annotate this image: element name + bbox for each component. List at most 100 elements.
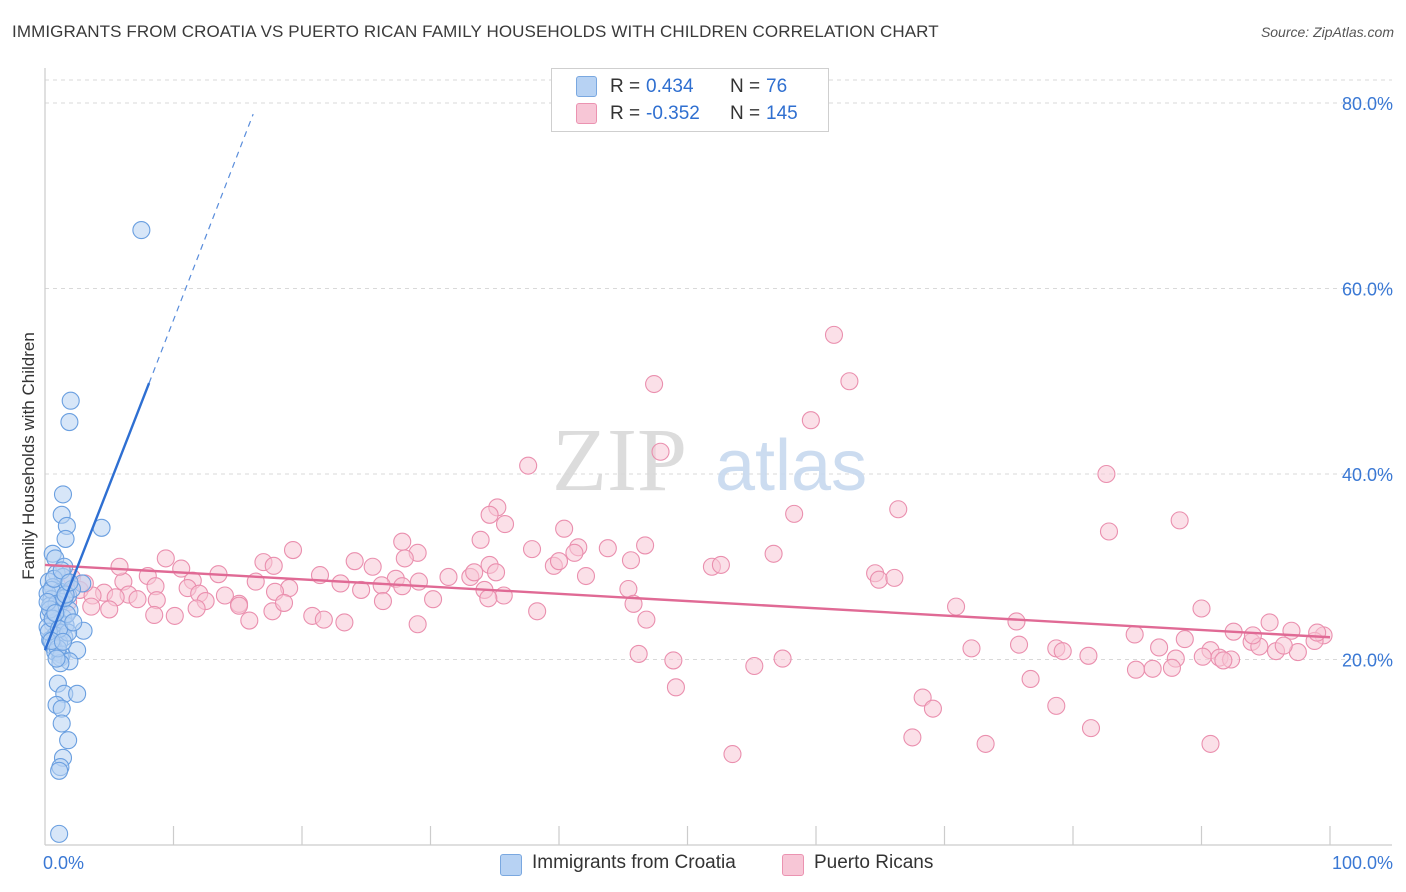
data-point-puerto-ricans [840, 372, 859, 391]
data-point-croatia [53, 485, 73, 504]
legend: R = 0.434 N = 76 R = -0.352 N = 145 [551, 68, 829, 132]
data-point-puerto-ricans [576, 566, 596, 586]
series-puerto-ricans [59, 325, 1333, 764]
data-point-puerto-ricans [1192, 599, 1211, 618]
data-point-puerto-ricans [1170, 511, 1189, 530]
legend-n-value: 76 [766, 76, 788, 97]
data-point-puerto-ricans [1079, 646, 1098, 665]
data-point-croatia [50, 824, 69, 843]
data-point-puerto-ricans [723, 745, 742, 764]
data-point-puerto-ricans [100, 600, 119, 619]
data-point-puerto-ricans [785, 504, 804, 523]
data-point-puerto-ricans [923, 699, 942, 718]
data-point-croatia [50, 761, 69, 780]
data-point-puerto-ricans [645, 374, 664, 394]
data-point-puerto-ricans [745, 656, 764, 676]
data-point-puerto-ricans [764, 544, 783, 563]
data-point-puerto-ricans [409, 572, 428, 591]
data-point-puerto-ricans [565, 543, 584, 562]
data-point-croatia [64, 613, 83, 632]
data-point-puerto-ricans [903, 728, 922, 747]
data-point-puerto-ricans [147, 591, 166, 610]
data-point-puerto-ricans [128, 590, 147, 609]
data-point-puerto-ricans [274, 593, 294, 612]
data-point-puerto-ricans [408, 615, 427, 634]
data-point-puerto-ricans [110, 557, 129, 576]
data-point-puerto-ricans [495, 515, 515, 534]
legend-r-label: R = [610, 103, 641, 124]
data-point-puerto-ricans [1081, 719, 1101, 738]
legend-r-value: -0.352 [646, 103, 700, 124]
data-point-puerto-ricans [621, 551, 641, 570]
data-point-puerto-ricans [666, 678, 685, 697]
data-point-puerto-ricans [1274, 636, 1293, 655]
data-point-puerto-ricans [711, 555, 730, 574]
bottom-legend-swatch-pink [782, 854, 804, 876]
data-point-puerto-ricans [1162, 658, 1181, 677]
data-point-puerto-ricans [165, 606, 184, 625]
data-point-croatia [68, 684, 87, 703]
data-point-puerto-ricans [598, 539, 617, 558]
data-point-puerto-ricans [479, 589, 498, 608]
data-point-puerto-ricans [486, 563, 506, 582]
watermark: ZIP atlas [552, 411, 867, 510]
data-point-puerto-ricans [283, 541, 303, 560]
y-tick-label: 40.0% [1342, 465, 1393, 485]
data-point-puerto-ricans [913, 688, 932, 707]
y-axis-label: Family Households with Children [19, 332, 38, 580]
bottom-legend-swatch-blue [500, 854, 522, 876]
data-point-puerto-ricans [962, 639, 981, 658]
trend-line-puerto-ricans [44, 563, 1331, 639]
data-point-puerto-ricans [373, 592, 393, 611]
data-point-croatia [52, 714, 71, 733]
data-point-croatia [59, 731, 78, 750]
data-point-croatia [47, 649, 66, 668]
data-point-croatia [61, 391, 80, 410]
trend-line-croatia [43, 382, 151, 651]
data-point-puerto-ricans [664, 651, 683, 670]
data-point-puerto-ricans [1193, 647, 1212, 666]
data-point-puerto-ricans [439, 567, 458, 587]
data-point-puerto-ricans [229, 596, 249, 615]
legend-swatch-pink [576, 103, 597, 124]
data-point-puerto-ricans [395, 549, 414, 568]
axes [44, 68, 1392, 846]
legend-n-label: N = [730, 103, 761, 124]
data-point-puerto-ricans [773, 649, 792, 668]
bottom-legend-label: Immigrants from Croatia [532, 852, 736, 873]
x-tick-label: 0.0% [43, 853, 84, 873]
data-point-puerto-ricans [1243, 626, 1262, 645]
data-point-puerto-ricans [1009, 635, 1029, 654]
tick-labels: 20.0% 40.0% 60.0% 80.0% 0.0% 100.0% [43, 94, 1393, 873]
data-point-puerto-ricans [1053, 642, 1072, 661]
data-point-puerto-ricans [331, 574, 350, 593]
data-point-puerto-ricans [352, 580, 371, 599]
data-point-puerto-ricans [947, 597, 966, 616]
data-point-puerto-ricans [885, 568, 904, 587]
data-point-puerto-ricans [549, 552, 569, 571]
data-point-puerto-ricans [636, 536, 655, 555]
y-tick-label: 60.0% [1342, 280, 1393, 300]
watermark-zip: ZIP [552, 411, 687, 510]
data-point-puerto-ricans [629, 644, 648, 663]
legend-r-label: R = [610, 76, 641, 97]
data-point-puerto-ricans [555, 519, 574, 538]
legend-swatch-blue [576, 76, 597, 97]
chart-title: IMMIGRANTS FROM CROATIA VS PUERTO RICAN … [12, 22, 939, 41]
data-point-puerto-ricans [314, 610, 333, 629]
data-point-puerto-ricans [264, 556, 283, 575]
data-point-puerto-ricans [1175, 630, 1194, 649]
watermark-atlas: atlas [715, 426, 867, 506]
data-point-puerto-ricans [335, 613, 354, 632]
data-point-puerto-ricans [424, 590, 443, 609]
data-point-puerto-ricans [215, 586, 234, 605]
data-point-puerto-ricans [522, 540, 542, 559]
data-point-puerto-ricans [976, 734, 995, 753]
data-point-puerto-ricans [393, 532, 412, 551]
trend-lines [43, 113, 1331, 651]
data-point-puerto-ricans [624, 594, 643, 613]
data-point-croatia [132, 221, 151, 240]
data-point-puerto-ricans [528, 602, 547, 621]
data-point-puerto-ricans [1099, 522, 1119, 541]
